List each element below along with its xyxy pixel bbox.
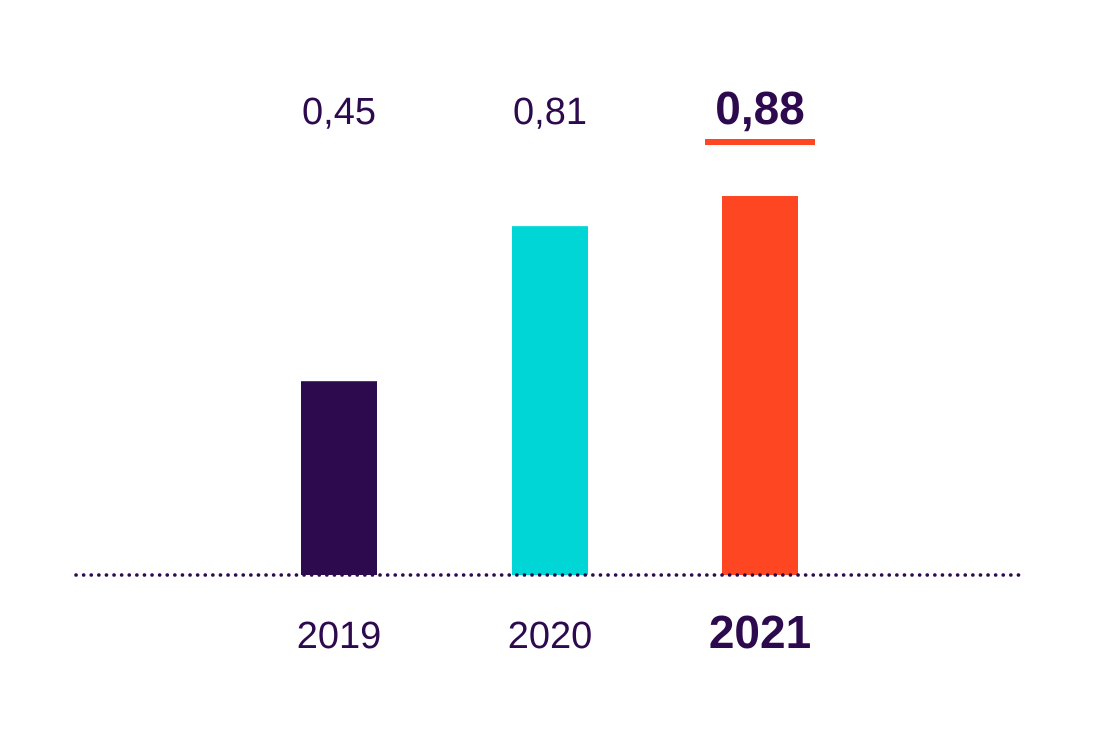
value-label-2019: 0,45: [302, 91, 376, 133]
category-labels-group: 2019 2020 2021: [297, 606, 811, 658]
bar-2021: [722, 196, 798, 575]
category-label-2021: 2021: [709, 606, 811, 658]
highlight-underline: [705, 139, 815, 145]
value-labels-group: 0,45 0,81 0,88: [302, 82, 815, 145]
value-label-2021: 0,88: [715, 82, 805, 134]
category-label-2020: 2020: [508, 615, 593, 657]
bar-2020: [512, 226, 588, 576]
category-label-2019: 2019: [297, 615, 382, 657]
value-label-2020: 0,81: [513, 91, 587, 133]
bar-2019: [301, 381, 377, 575]
bars-group: [301, 196, 798, 576]
